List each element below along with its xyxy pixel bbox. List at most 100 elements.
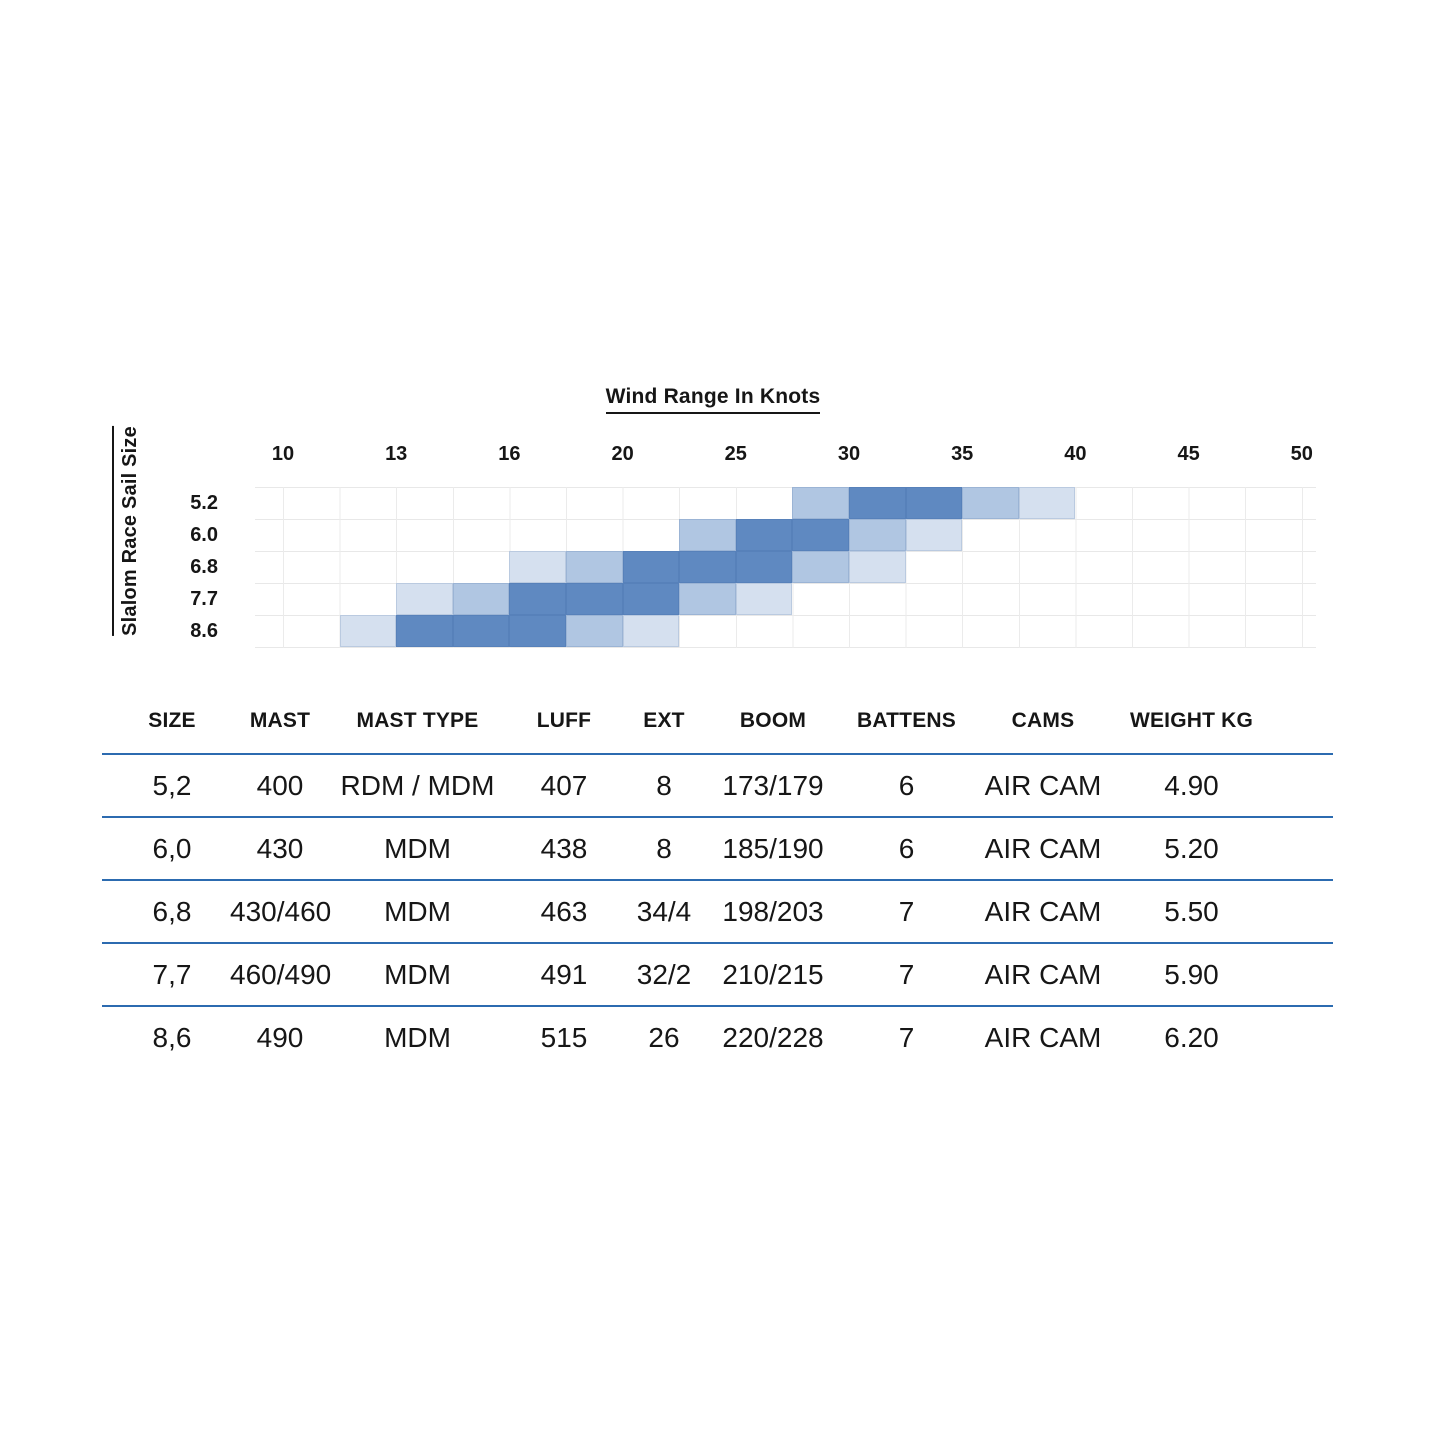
heatmap-cell: [735, 551, 793, 583]
column-header: SIZE: [102, 688, 230, 755]
table-cell: 8,6: [152, 1021, 192, 1053]
table-cell: 5.90: [1164, 958, 1219, 990]
table-cell: 460/490: [230, 958, 332, 990]
table-cell: 463: [540, 895, 588, 927]
heatmap-cell: [849, 487, 906, 519]
column-header: BOOM: [705, 688, 841, 755]
column-header: MAST: [230, 688, 330, 755]
heatmap-cell: [792, 519, 849, 551]
column-header: CAMS: [972, 688, 1114, 755]
heatmap-cell: [679, 551, 736, 583]
heatmap-cell: [509, 551, 566, 583]
heatmap-cell: [905, 519, 963, 551]
table-header-row: SIZE MAST MAST TYPE LUFF EXT BOOM BATTENS CAMS W…: [102, 688, 1333, 755]
heatmap-cell: [622, 583, 680, 615]
chart-title-text: Wind Range In Knots: [605, 385, 821, 414]
x-tick-label: 45: [1177, 443, 1200, 465]
table-cell: AIR CAM: [984, 958, 1102, 990]
x-tick-label: 20: [611, 443, 634, 465]
table-row: 6,0 430 MDM 438 8 185/190 6 AIR CAM 5.20: [102, 817, 1333, 880]
table-cell: 210/215: [722, 958, 824, 990]
table-cell: 490: [256, 1021, 304, 1053]
table-cell: 198/203: [722, 895, 824, 927]
table-cell: 515: [540, 1021, 588, 1053]
x-tick-label: 25: [724, 443, 747, 465]
table-cell: 6,0: [152, 832, 192, 864]
x-tick-label: 50: [1290, 443, 1313, 465]
sail-size-label: 7.7: [190, 588, 218, 610]
heatmap-cell: [679, 583, 736, 615]
table-cell: 185/190: [722, 832, 824, 864]
table-cell: 7: [898, 958, 915, 990]
heatmap-cell: [792, 487, 849, 519]
heatmap-cell: [905, 487, 963, 519]
table-cell: RDM / MDM: [340, 769, 495, 801]
column-header: LUFF: [505, 688, 623, 755]
table-cell: 407: [540, 769, 588, 801]
heatmap-cell: [509, 583, 566, 615]
heatmap-cell: [509, 615, 566, 647]
x-tick-label: 30: [837, 443, 861, 465]
table-cell: 6: [898, 832, 915, 864]
table-cell: 34/4: [636, 895, 692, 927]
table-cell: 26: [648, 1021, 680, 1053]
table-cell: 6.20: [1164, 1021, 1219, 1053]
table-cell: 430/460: [230, 895, 332, 927]
heatmap-cell: [962, 487, 1019, 519]
wind-range-heatmap: [255, 487, 1316, 648]
table-cell: 5.50: [1164, 895, 1219, 927]
sail-size-label: 8.6: [190, 620, 218, 642]
x-tick-label: 35: [951, 443, 974, 465]
sail-size-label: 6.8: [190, 556, 218, 578]
heatmap-cell: [396, 615, 453, 647]
table-row: 5,2 400 RDM / MDM 407 8 173/179 6 AIR CAM 4.90: [102, 754, 1333, 817]
table-cell: AIR CAM: [984, 832, 1102, 864]
heatmap-cell: [452, 615, 510, 647]
heatmap-cell: [566, 615, 623, 647]
table-cell: MDM: [384, 832, 451, 864]
x-tick-label: 16: [498, 443, 521, 465]
heatmap-cell: [735, 583, 793, 615]
chart-title: Wind Range In Knots: [413, 385, 1013, 414]
heatmap-cell: [566, 583, 623, 615]
table-cell: 8: [656, 832, 672, 864]
table-cell: 6: [898, 769, 915, 801]
table-cell: 4.90: [1164, 769, 1219, 801]
sail-size-label: 5.2: [190, 492, 218, 514]
heatmap-cell: [792, 551, 849, 583]
x-tick-label: 10: [271, 443, 295, 465]
heatmap-cell: [849, 519, 906, 551]
table-cell: 6,8: [152, 895, 192, 927]
table-row: 6,8 430/460 MDM 463 34/4 198/203 7 AIR CAM 5.50: [102, 880, 1333, 943]
table-cell: 430: [256, 832, 304, 864]
table-cell: 5.20: [1164, 832, 1219, 864]
heatmap-cell: [622, 615, 680, 647]
table-cell: MDM: [384, 1021, 451, 1053]
table-cell: 7,7: [152, 958, 192, 990]
heatmap-cell: [622, 551, 680, 583]
heatmap-cell: [735, 519, 793, 551]
table-cell: MDM: [384, 895, 451, 927]
table-cell: 32/2: [636, 958, 692, 990]
heatmap-cell: [566, 551, 623, 583]
table-row: 7,7 460/490 MDM 491 32/2 210/215 7 AIR CAM 5.90: [102, 943, 1333, 1006]
table-cell: 5,2: [152, 769, 192, 801]
table-row: 8,6 490 MDM 515 26 220/228 7 AIR CAM 6.20: [102, 1006, 1333, 1068]
x-tick-label: 40: [1064, 443, 1087, 465]
column-header: WEIGHT KG: [1114, 688, 1333, 755]
heatmap-cell: [849, 551, 906, 583]
table-cell: 7: [898, 895, 915, 927]
table-cell: 491: [540, 958, 588, 990]
table-cell: AIR CAM: [984, 769, 1102, 801]
table-cell: 173/179: [722, 769, 824, 801]
table-cell: 438: [540, 832, 588, 864]
column-header: EXT: [623, 688, 705, 755]
heatmap-cell: [452, 583, 510, 615]
table-cell: 220/228: [722, 1021, 824, 1053]
table-cell: 7: [898, 1021, 915, 1053]
heatmap-cell: [679, 519, 736, 551]
column-header: BATTENS: [841, 688, 972, 755]
sail-size-label: 6.0: [190, 524, 218, 546]
table-cell: 8: [656, 769, 672, 801]
